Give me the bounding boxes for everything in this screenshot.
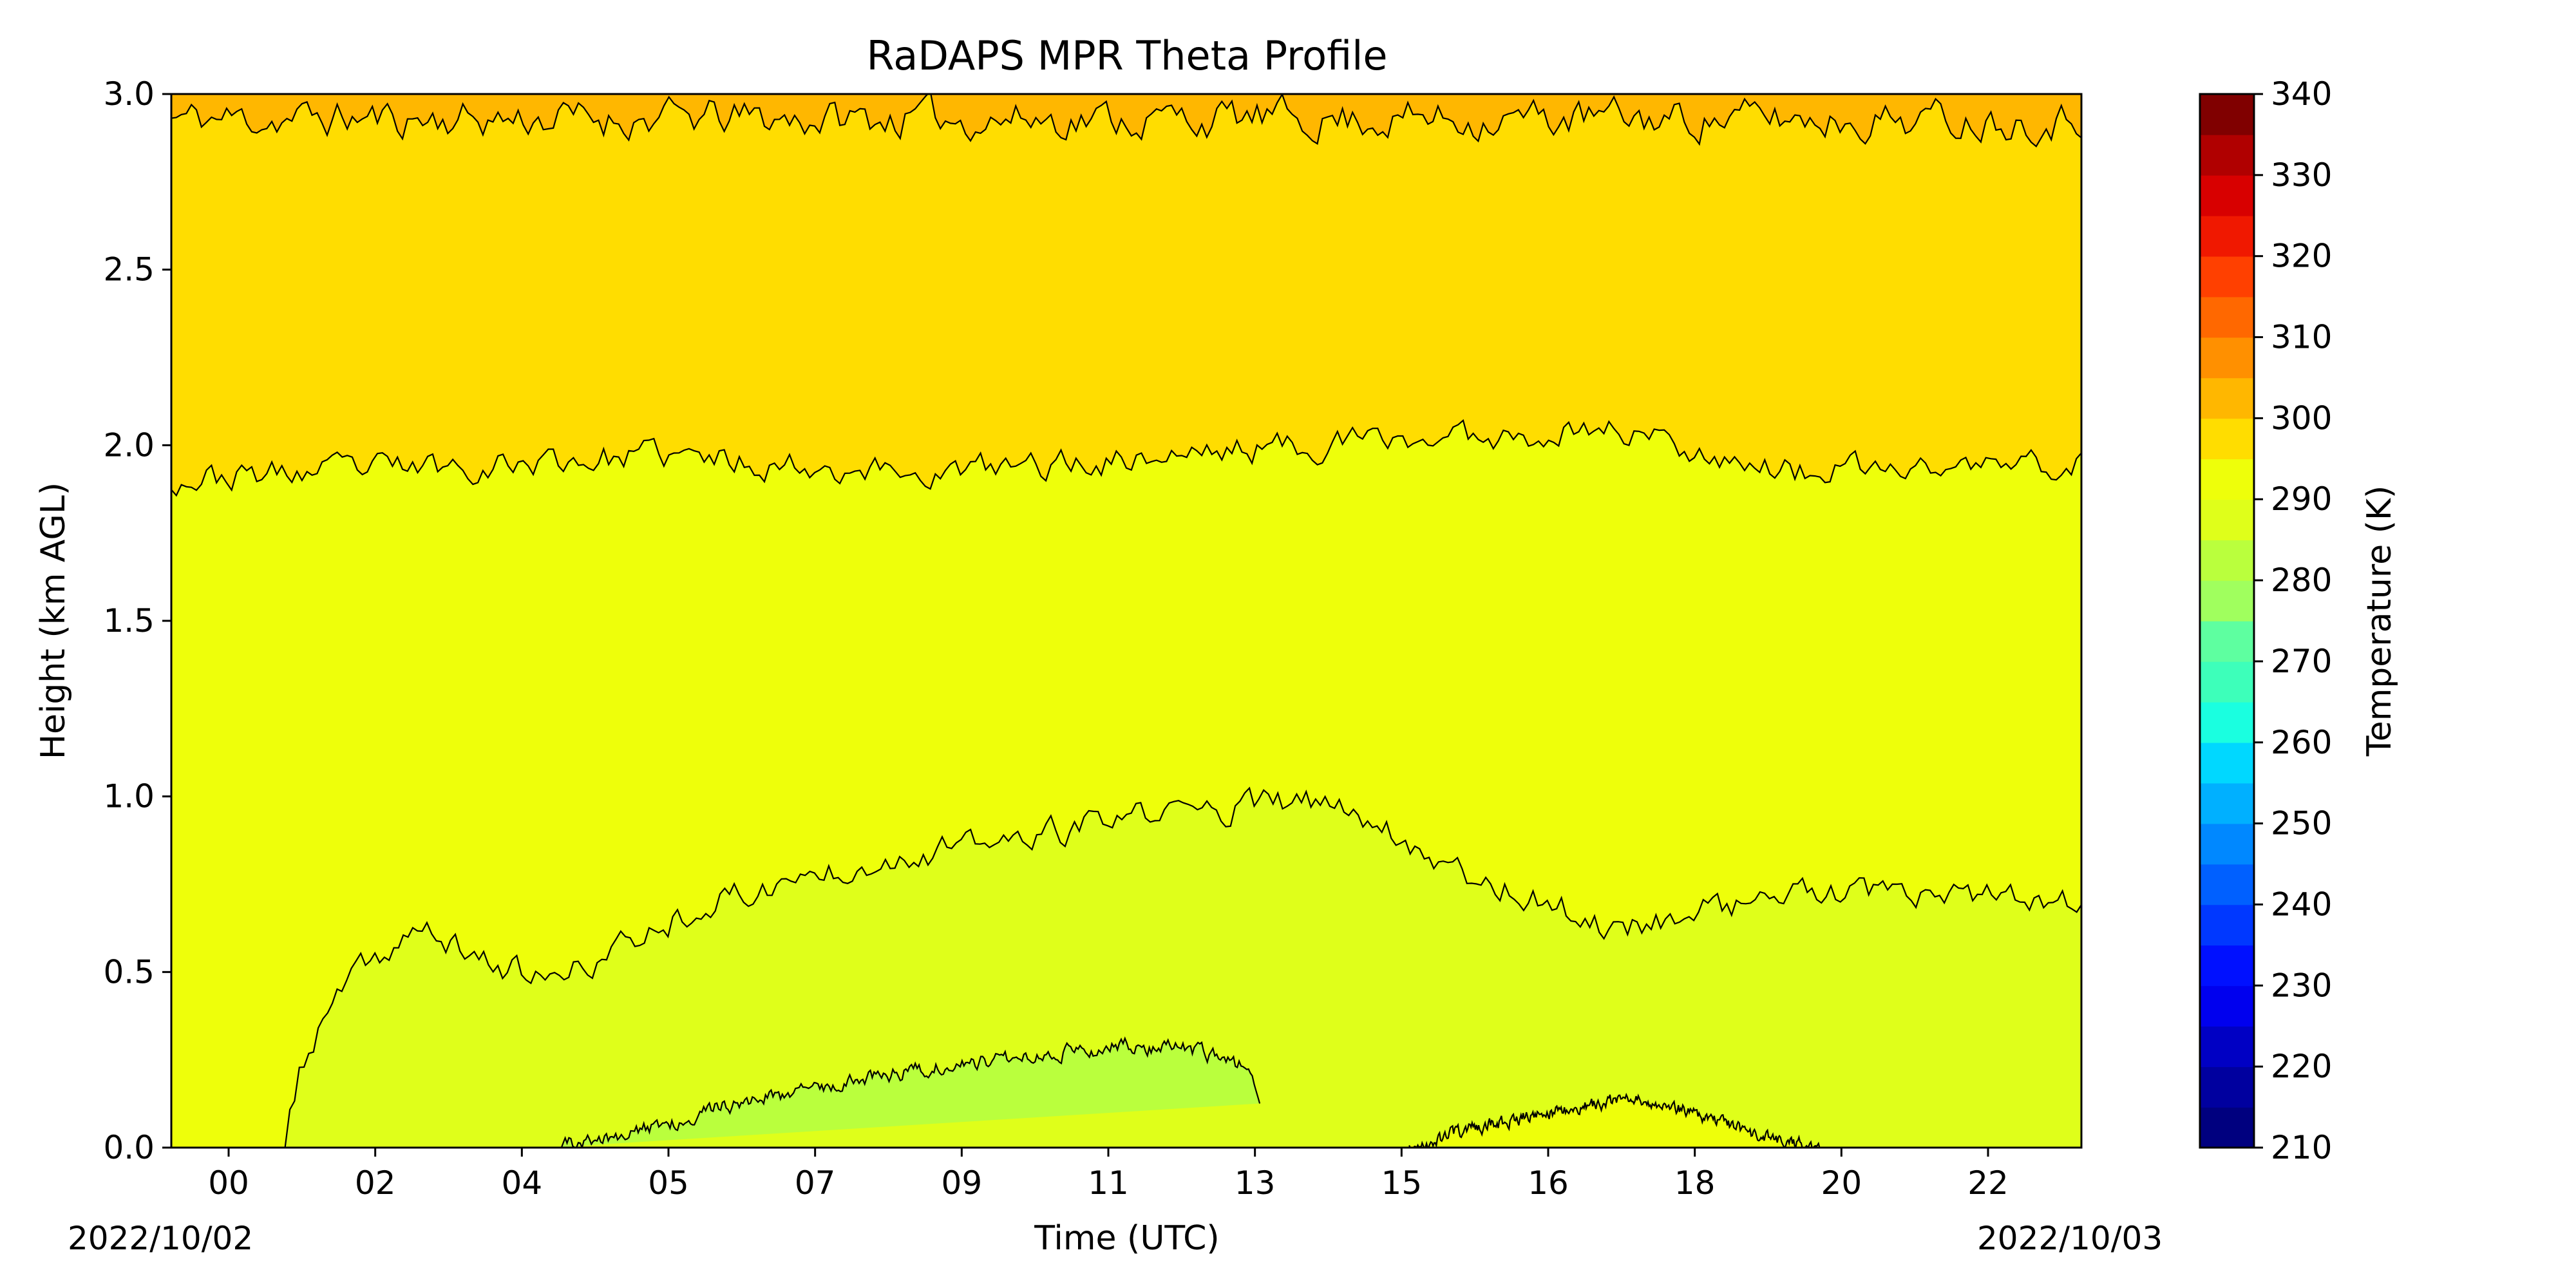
x-axis-title: Time (UTC) <box>1034 1219 1219 1258</box>
colorbar-tick-label: 230 <box>2271 967 2332 1004</box>
x-tick-label: 20 <box>1821 1164 1862 1202</box>
colorbar-title: Temperature (K) <box>2360 486 2399 757</box>
colorbar-tick-label: 310 <box>2271 319 2332 356</box>
theta-295-300-low-region <box>1409 1094 1822 1148</box>
colorbar-swatch <box>2200 377 2254 419</box>
colorbar-swatch <box>2200 904 2254 946</box>
colorbar-swatch <box>2200 1066 2254 1108</box>
contour-300 <box>171 419 2081 497</box>
colorbar-swatch <box>2200 1107 2254 1148</box>
colorbar-tick-label: 280 <box>2271 562 2332 599</box>
colorbar-swatch <box>2200 215 2254 257</box>
colorbar-swatch <box>2200 701 2254 743</box>
x-axis: 00 02 04 05 07 09 11 13 15 16 18 20 22 <box>208 1148 2009 1202</box>
start-date-label: 2022/10/02 <box>68 1220 253 1257</box>
colorbar-swatch <box>2200 864 2254 905</box>
colorbar-swatch <box>2200 296 2254 338</box>
colorbar-swatch <box>2200 540 2254 581</box>
colorbar-tick-label: 300 <box>2271 399 2332 437</box>
colorbar-swatch <box>2200 621 2254 662</box>
x-tick-label: 09 <box>942 1164 983 1202</box>
x-tick-label: 07 <box>795 1164 836 1202</box>
x-tick-label: 11 <box>1088 1164 1129 1202</box>
colorbar-tick-label: 330 <box>2271 156 2332 194</box>
colorbar-swatch <box>2200 782 2254 824</box>
y-axis: 0.0 0.5 1.0 1.5 2.0 2.5 3.0 <box>103 75 171 1166</box>
y-tick-label: 0.0 <box>103 1129 155 1166</box>
contour-295 <box>284 786 2081 1148</box>
colorbar-swatch <box>2200 418 2254 460</box>
y-tick-label: 0.5 <box>103 953 155 990</box>
colorbar-swatch <box>2200 1026 2254 1067</box>
y-tick-label: 2.0 <box>103 426 155 464</box>
colorbar-swatch <box>2200 134 2254 176</box>
y-axis-title: Height (km AGL) <box>34 482 73 759</box>
x-tick-label: 16 <box>1528 1164 1569 1202</box>
contour-305 <box>171 94 2081 147</box>
y-tick-label: 1.5 <box>103 602 155 639</box>
colorbar-tick-label: 260 <box>2271 724 2332 761</box>
colorbar-tick-label: 210 <box>2271 1129 2332 1166</box>
colorbar-tick-label: 270 <box>2271 643 2332 680</box>
colorbar-swatch <box>2200 499 2254 540</box>
colorbar <box>2199 93 2255 1149</box>
colorbar-swatch <box>2200 661 2254 703</box>
colorbar-tick-label: 220 <box>2271 1048 2332 1085</box>
y-tick-label: 2.5 <box>103 251 155 289</box>
colorbar-swatch <box>2200 823 2254 865</box>
colorbar-swatch <box>2200 256 2254 298</box>
colorbar-tick-label: 250 <box>2271 805 2332 842</box>
x-tick-label: 00 <box>208 1164 249 1202</box>
y-tick-label: 3.0 <box>103 75 155 113</box>
colorbar-swatch <box>2200 337 2254 379</box>
colorbar-tick-label: 290 <box>2271 480 2332 518</box>
contour-290-low <box>548 1036 1261 1148</box>
colorbar-tick-label: 340 <box>2271 75 2332 113</box>
colorbar-swatch <box>2200 175 2254 216</box>
colorbar-swatch <box>2200 94 2254 135</box>
colorbar-swatch <box>2200 459 2254 500</box>
contour-295-low <box>1408 1092 1822 1148</box>
colorbar-swatch <box>2200 985 2254 1027</box>
x-tick-label: 04 <box>502 1164 543 1202</box>
x-tick-label: 18 <box>1674 1164 1716 1202</box>
x-tick-label: 15 <box>1381 1164 1423 1202</box>
x-tick-label: 05 <box>648 1164 689 1202</box>
chart-title: RaDAPS MPR Theta Profile <box>867 32 1388 79</box>
colorbar-swatch <box>2200 945 2254 987</box>
y-tick-label: 1.0 <box>103 778 155 815</box>
colorbar-tick-label: 240 <box>2271 886 2332 923</box>
end-date-label: 2022/10/03 <box>1977 1220 2163 1257</box>
theta-285-290-band <box>548 1038 1260 1148</box>
colorbar-axis: 210 220 230 240 250 260 270 280 290 300 310 320 330 3… <box>2254 75 2332 1166</box>
theta-290-295-band <box>285 788 2081 1148</box>
x-tick-label: 22 <box>1967 1164 2009 1202</box>
x-tick-label: 02 <box>355 1164 396 1202</box>
colorbar-tick-label: 320 <box>2271 238 2332 275</box>
colorbar-swatch <box>2200 742 2254 784</box>
x-tick-label: 13 <box>1235 1164 1276 1202</box>
plot-area <box>171 94 2081 1148</box>
colorbar-frame <box>2199 93 2255 1149</box>
colorbar-swatch <box>2200 580 2254 621</box>
